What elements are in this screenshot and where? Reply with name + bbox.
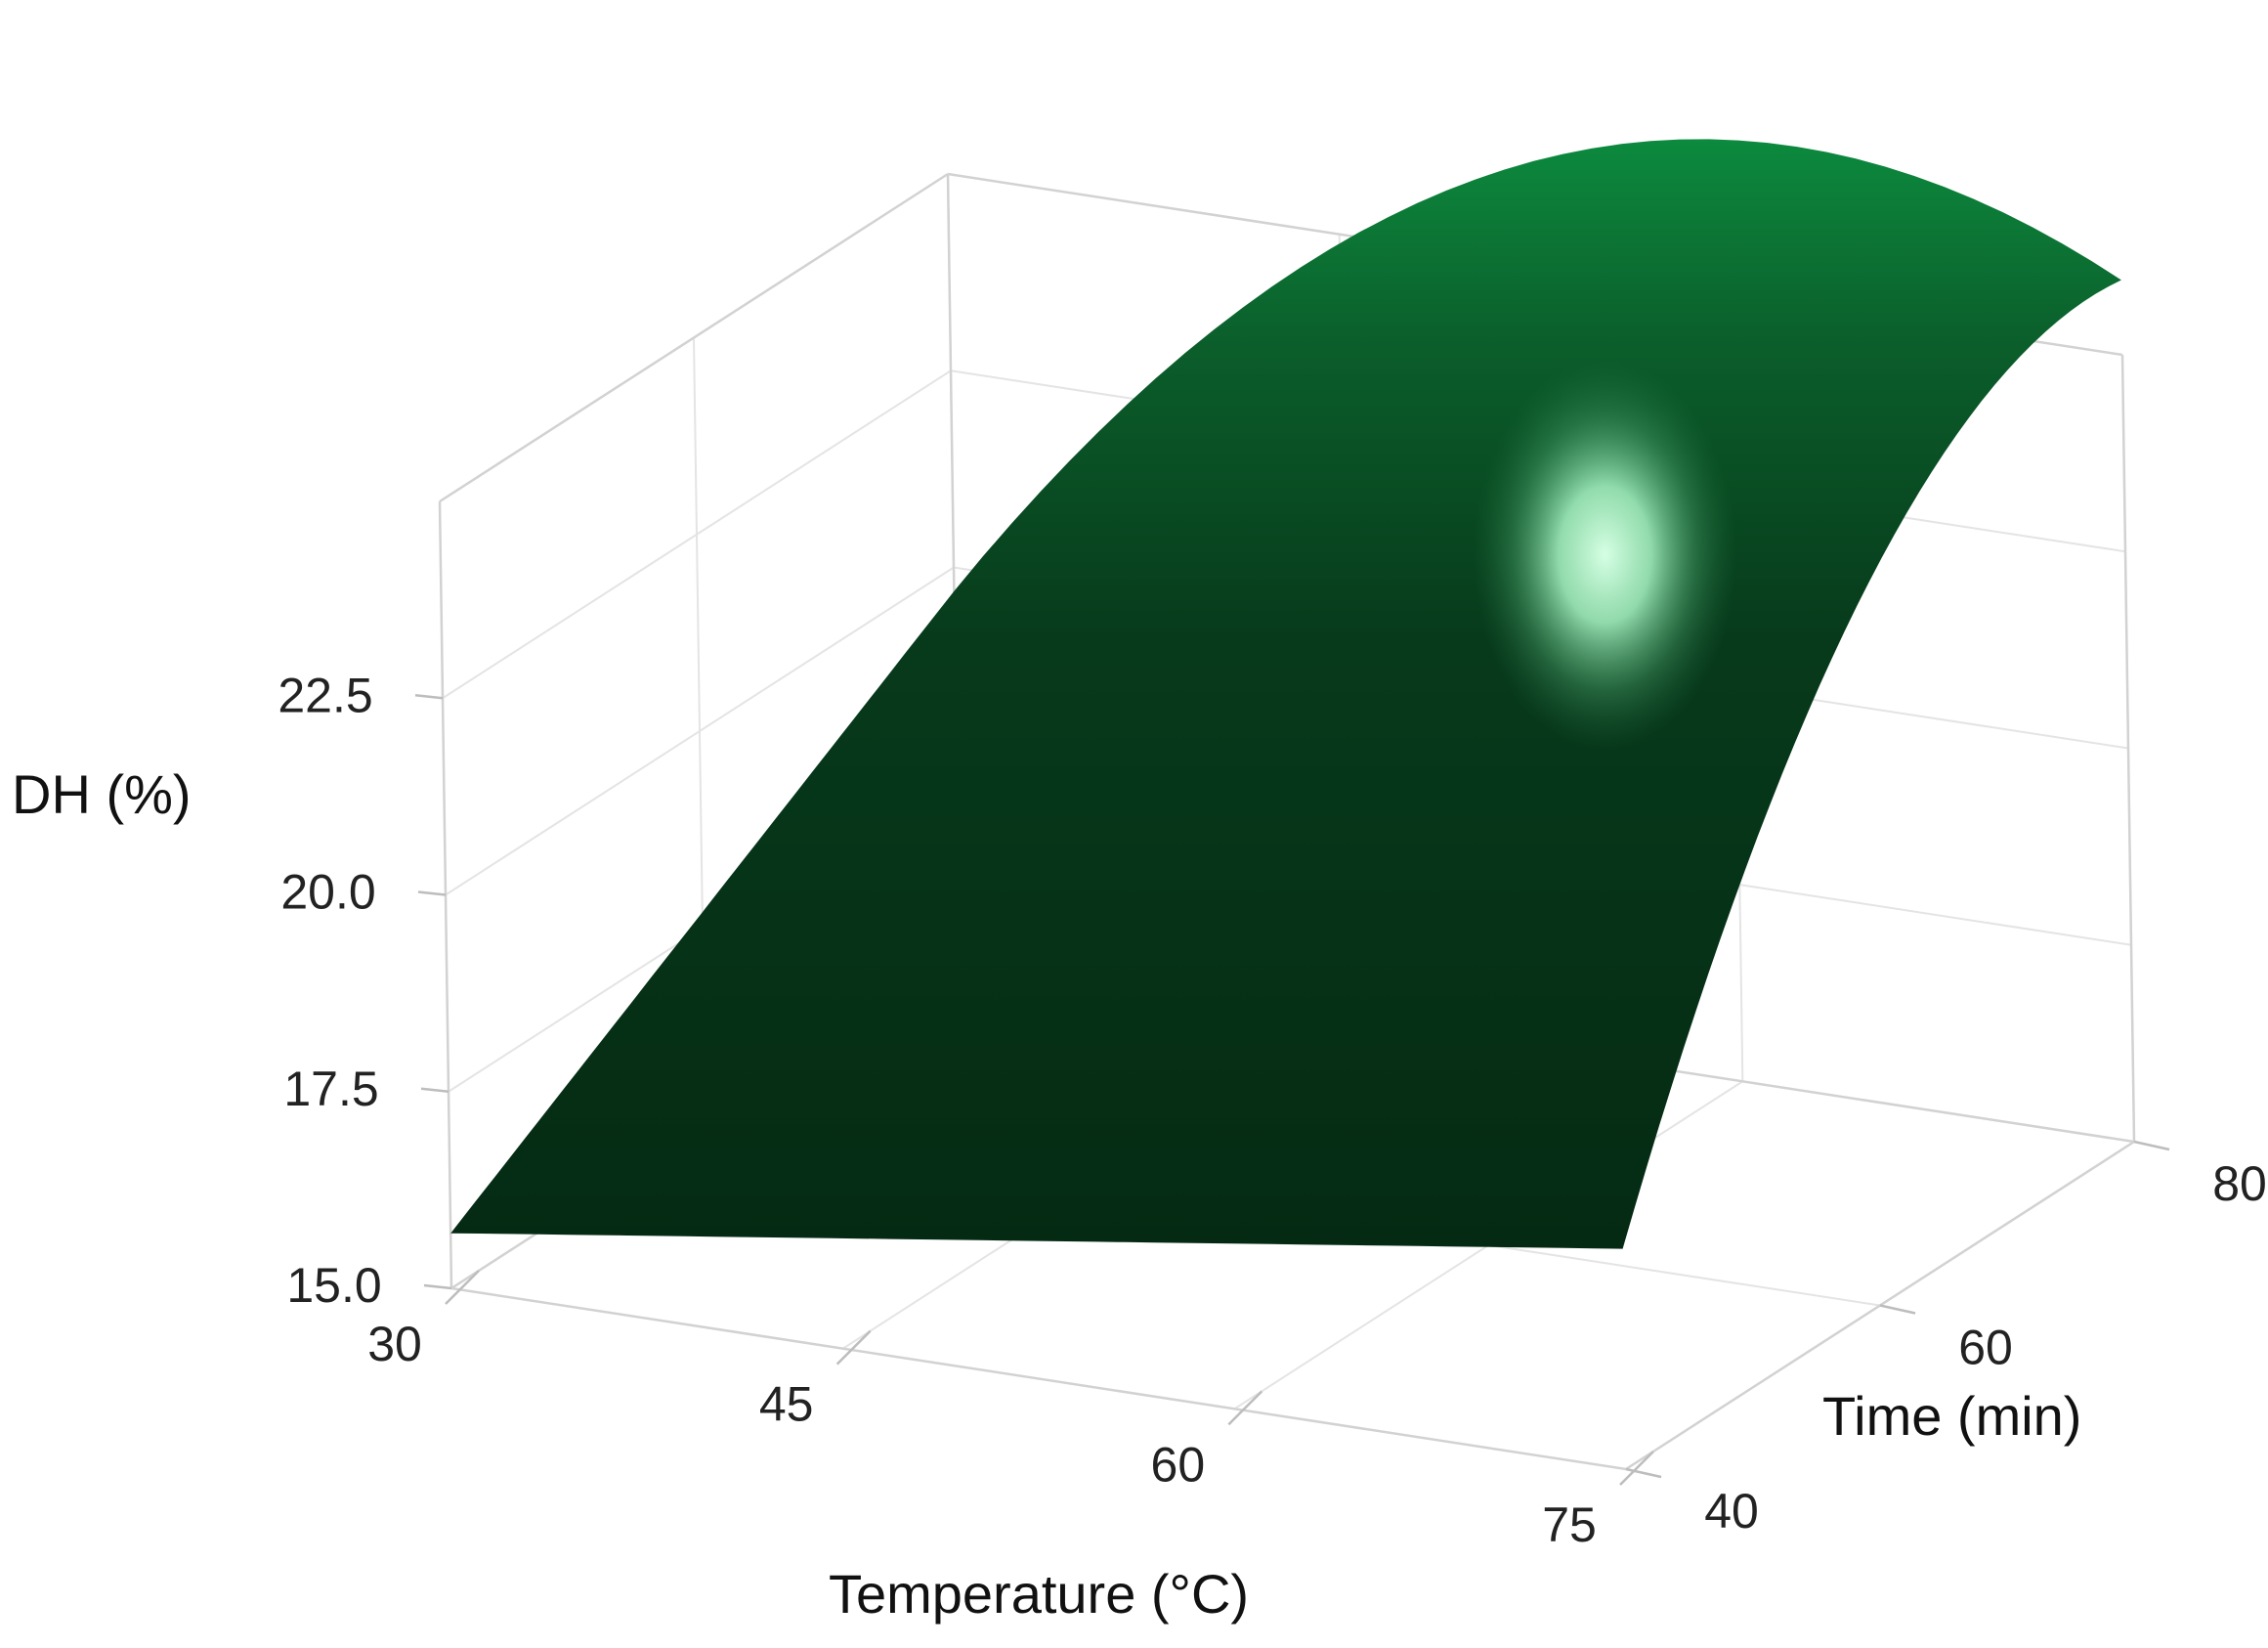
y-tick-label: 40: [1704, 1484, 1759, 1539]
side-wall-gridline-z: [445, 566, 955, 896]
x-tick-label: 60: [1151, 1437, 1206, 1492]
z-tick-mark: [414, 694, 444, 700]
z-tick-label: 15.0: [286, 1258, 381, 1313]
x-axis-label: Temperature (°C): [829, 1563, 1249, 1625]
y-tick-label: 80: [2212, 1156, 2267, 1211]
y-tick-label: 60: [1958, 1321, 2013, 1375]
y-tick-mark: [2133, 1140, 2170, 1151]
box-edge: [450, 1286, 1627, 1471]
y-axis-label: Time (min): [1822, 1385, 2081, 1447]
box-edge: [2120, 354, 2136, 1143]
y-axis: 40 60 80: [1625, 1140, 2267, 1539]
z-tick-mark: [417, 890, 447, 896]
x-tick-mark: [835, 1329, 872, 1366]
x-axis: 30 45 60 75: [367, 1270, 1654, 1552]
y-tick-mark: [1879, 1304, 1916, 1315]
z-tick-label: 22.5: [278, 668, 372, 722]
surface-shape: [450, 139, 2121, 1249]
surface-highlight: [1473, 359, 1737, 751]
z-tick-label: 17.5: [283, 1062, 378, 1116]
x-tick-label: 45: [759, 1377, 814, 1432]
y-tick-mark: [1625, 1467, 1662, 1479]
x-tick-mark: [1227, 1390, 1263, 1426]
surface: [450, 139, 2121, 1249]
z-axis: 15.0 17.5 20.0 22.5: [278, 668, 452, 1313]
z-tick-mark: [420, 1087, 449, 1093]
x-tick-label: 75: [1542, 1497, 1597, 1552]
z-axis-label: DH (%): [12, 763, 192, 825]
z-tick-label: 20.0: [280, 865, 375, 920]
side-wall-gridline-z: [442, 369, 952, 700]
x-tick-mark: [1619, 1451, 1654, 1486]
x-tick-mark: [445, 1270, 480, 1305]
x-tick-label: 30: [367, 1317, 422, 1371]
box-edge: [439, 172, 949, 503]
z-tick-mark: [423, 1283, 452, 1290]
